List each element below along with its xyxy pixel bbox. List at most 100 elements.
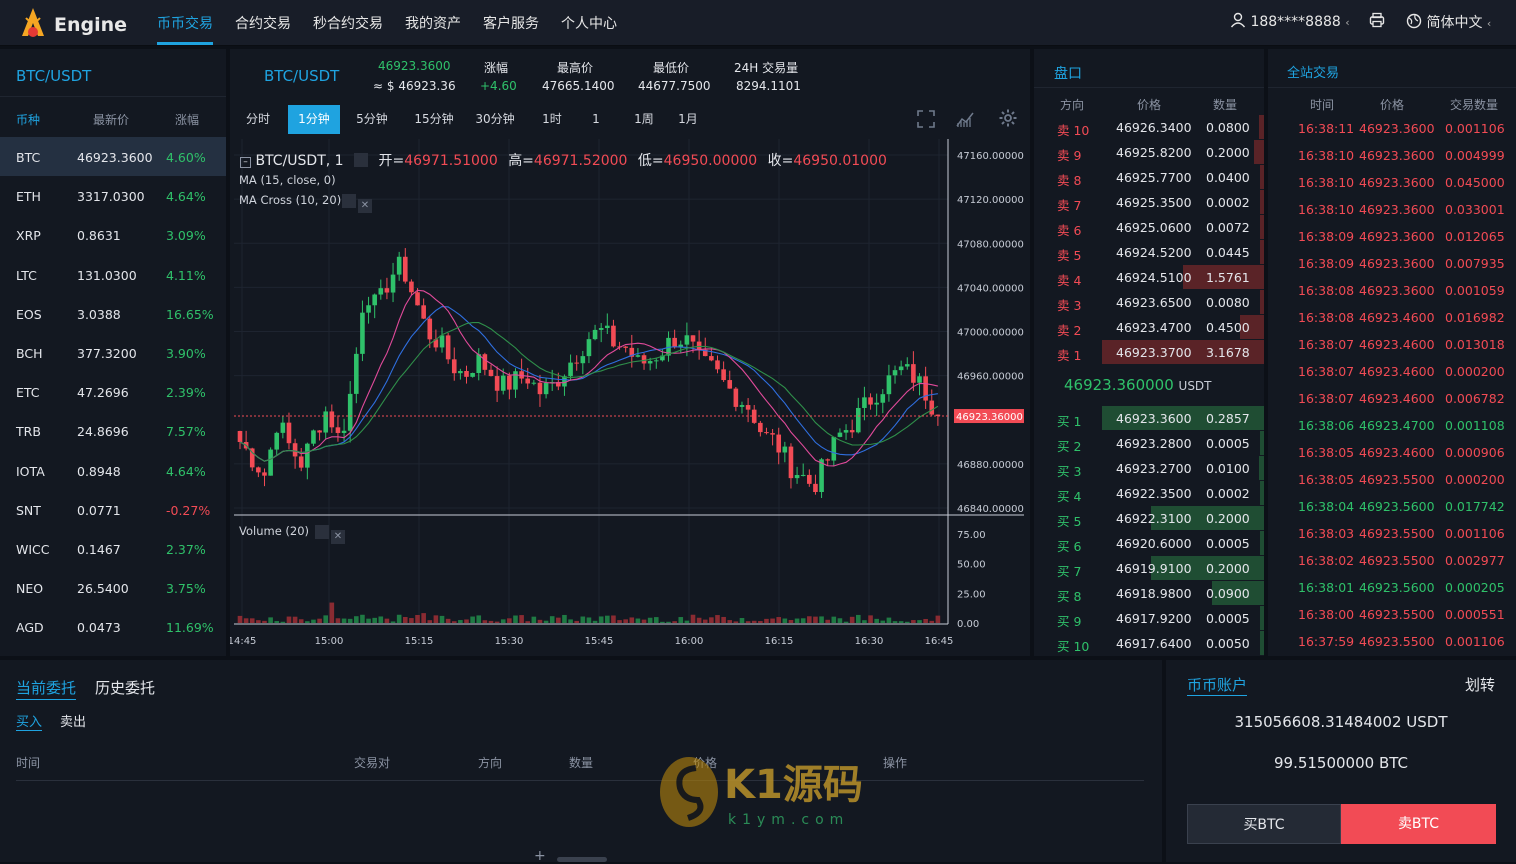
nav-spot-trading[interactable]: 币币交易 <box>157 16 213 32</box>
nav-active-underline <box>157 42 213 45</box>
divider <box>16 780 1144 781</box>
market-row-agd[interactable]: AGD 0.0473 11.69% <box>0 607 226 646</box>
ob-side: 买 10 <box>1057 639 1090 654</box>
ob-price: 46925.0600 <box>1116 220 1192 235</box>
nav-customer-service[interactable]: 客户服务 <box>483 16 539 32</box>
trade-qty: 0.001106 <box>1445 634 1505 649</box>
nav-second-contract[interactable]: 秒合约交易 <box>313 16 383 32</box>
settings-button[interactable] <box>998 108 1018 132</box>
transfer-link[interactable]: 划转 <box>1465 676 1496 694</box>
market-row-btc[interactable]: BTC 46923.3600 4.60% <box>0 137 226 176</box>
interval-tab-8[interactable]: 1月 <box>678 112 698 126</box>
printer-button[interactable] <box>1369 12 1385 32</box>
trade-time: 16:38:06 <box>1298 418 1355 433</box>
interval-tab-5[interactable]: 1时 <box>542 112 562 126</box>
indicators-button[interactable] <box>955 109 975 133</box>
ask-row[interactable]: 卖 2 46923.4700 0.4500 <box>1034 315 1264 340</box>
market-row-eth[interactable]: ETH 3317.0300 4.64% <box>0 176 226 215</box>
interval-tab-3[interactable]: 15分钟 <box>414 112 454 126</box>
watermark-logo-icon <box>660 757 718 827</box>
market-row-wicc[interactable]: WICC 0.1467 2.37% <box>0 529 226 568</box>
candle-body <box>458 370 463 374</box>
close-icon[interactable]: ✕ <box>331 530 345 544</box>
user-menu[interactable]: 188****8888 ‹ <box>1230 12 1350 30</box>
settings-mini-icon[interactable] <box>315 525 329 539</box>
col-header-change[interactable]: 涨幅 <box>175 113 200 127</box>
interval-tab-0[interactable]: 分时 <box>246 112 271 126</box>
ask-row[interactable]: 卖 4 46924.5100 1.5761 <box>1034 265 1264 290</box>
bid-row[interactable]: 买 6 46920.6000 0.0005 <box>1034 531 1264 556</box>
interval-tab-2[interactable]: 5分钟 <box>356 112 388 126</box>
nav-personal-center[interactable]: 个人中心 <box>561 16 617 32</box>
market-row-etc[interactable]: ETC 47.2696 2.39% <box>0 372 226 411</box>
ask-row[interactable]: 卖 1 46923.3700 3.1678 <box>1034 340 1264 365</box>
interval-tab-7[interactable]: 1周 <box>634 112 654 126</box>
market-row-neo[interactable]: NEO 26.5400 3.75% <box>0 568 226 607</box>
close-icon[interactable]: ✕ <box>358 199 372 213</box>
plus-icon[interactable]: + <box>534 848 546 864</box>
candlestick-chart[interactable]: 47160.00000 47120.00000 47080.00000 47040.0… <box>230 139 1030 656</box>
ask-row[interactable]: 卖 6 46925.0600 0.0072 <box>1034 215 1264 240</box>
market-row-trb[interactable]: TRB 24.8696 7.57% <box>0 411 226 450</box>
market-row-xrp[interactable]: XRP 0.8631 3.09% <box>0 215 226 254</box>
nav-contract-trading[interactable]: 合约交易 <box>235 16 291 32</box>
ask-row[interactable]: 卖 3 46923.6500 0.0080 <box>1034 290 1264 315</box>
market-change: 3.90% <box>166 346 206 361</box>
bid-row[interactable]: 买 1 46923.3600 0.2857 <box>1034 406 1264 431</box>
settings-mini-icon[interactable] <box>342 194 356 208</box>
interval-tab-6[interactable]: 1天 <box>590 112 602 155</box>
bid-row[interactable]: 买 2 46923.2800 0.0005 <box>1034 431 1264 456</box>
sell-btc-button[interactable]: 卖BTC <box>1341 804 1496 844</box>
market-price: 3.0388 <box>77 306 121 322</box>
bid-row[interactable]: 买 5 46922.3100 0.2000 <box>1034 506 1264 531</box>
market-row-eos[interactable]: EOS 3.0388 16.65% <box>0 294 226 333</box>
printer-icon <box>1369 12 1385 28</box>
candle-body <box>537 382 543 395</box>
buy-btc-button[interactable]: 买BTC <box>1187 804 1341 844</box>
ask-row[interactable]: 卖 7 46925.3500 0.0002 <box>1034 190 1264 215</box>
market-row-bch[interactable]: BCH 377.3200 3.90% <box>0 333 226 372</box>
trade-time: 16:38:08 <box>1298 310 1355 325</box>
subtab-buy[interactable]: 买入 <box>16 711 43 731</box>
ob-qty: 0.0100 <box>1206 461 1250 476</box>
trade-row: 16:38:11 46923.3600 0.001106 <box>1268 115 1516 142</box>
volume-bar <box>690 614 696 623</box>
tab-current-orders[interactable]: 当前委托 <box>16 677 77 700</box>
nav-my-assets[interactable]: 我的资产 <box>405 16 461 32</box>
account-title[interactable]: 币币账户 <box>1187 676 1248 696</box>
fullscreen-button[interactable] <box>916 109 936 133</box>
market-row-snt[interactable]: SNT 0.0771 -0.27% <box>0 490 226 529</box>
trade-price: 46923.4600 <box>1359 364 1435 379</box>
bid-row[interactable]: 买 8 46918.9800 0.0900 <box>1034 581 1264 606</box>
engine-logo[interactable]: Engine <box>18 6 138 42</box>
bid-row[interactable]: 买 4 46922.3500 0.0002 <box>1034 481 1264 506</box>
volume-bar <box>855 614 861 623</box>
candle-body <box>427 318 433 340</box>
language-selector[interactable]: 简体中文 ‹ <box>1406 12 1491 32</box>
interval-tab-4[interactable]: 30分钟 <box>475 112 515 126</box>
legend-settings-icon[interactable] <box>354 153 369 167</box>
market-row-iota[interactable]: IOTA 0.8948 4.64% <box>0 451 226 490</box>
tab-history-orders[interactable]: 历史委托 <box>95 679 156 697</box>
volume-bar <box>507 618 512 623</box>
subtab-sell[interactable]: 卖出 <box>60 715 87 730</box>
bid-row[interactable]: 买 7 46919.9100 0.2000 <box>1034 556 1264 581</box>
ask-row[interactable]: 卖 8 46925.7700 0.0400 <box>1034 165 1264 190</box>
legend-ma-cross-controls[interactable]: ✕ <box>342 193 372 213</box>
collapse-icon[interactable]: – <box>240 157 251 168</box>
bid-row[interactable]: 买 3 46923.2700 0.0100 <box>1034 456 1264 481</box>
scroll-handle[interactable] <box>557 857 607 862</box>
legend-volume-controls[interactable]: ✕ <box>315 524 345 544</box>
volume-bar <box>543 620 549 623</box>
bid-row[interactable]: 买 9 46917.9200 0.0005 <box>1034 606 1264 631</box>
col-header-coin[interactable]: 币种 <box>16 113 41 127</box>
market-row-ltc[interactable]: LTC 131.0300 4.11% <box>0 255 226 294</box>
bid-row[interactable]: 买 10 46917.6400 0.0050 <box>1034 631 1264 656</box>
market-change: -0.27% <box>166 502 211 518</box>
candle-body <box>880 394 886 403</box>
ask-row[interactable]: 卖 9 46925.8200 0.2000 <box>1034 140 1264 165</box>
ask-row[interactable]: 卖 10 46926.3400 0.0800 <box>1034 115 1264 140</box>
interval-tab-1[interactable]: 1分钟 <box>288 105 340 134</box>
ask-row[interactable]: 卖 5 46924.5200 0.0445 <box>1034 240 1264 265</box>
col-header-last-price[interactable]: 最新价 <box>93 113 130 127</box>
